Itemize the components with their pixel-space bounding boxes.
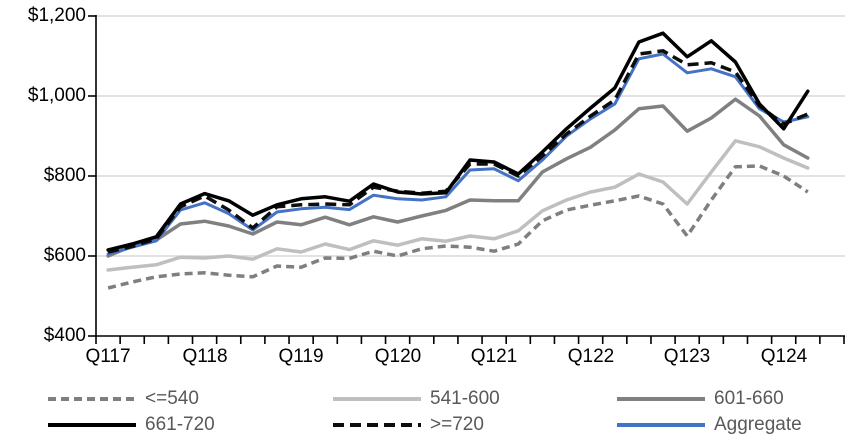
x-axis-tick-label: Q124: [760, 346, 808, 367]
x-axis-tick-label: Q121: [470, 346, 518, 367]
y-axis-tick-label: $1,000: [27, 85, 86, 106]
y-axis-tick-label: $1,200: [27, 5, 86, 26]
legend-item-541-600: 541-600: [333, 388, 500, 410]
legend-label: Aggregate: [714, 414, 802, 435]
legend-item-aggregate: Aggregate: [617, 414, 802, 436]
x-axis-tick-label: Q120: [374, 346, 422, 367]
legend-label: 601-660: [714, 388, 784, 409]
legend-swatch-ge720: [333, 423, 421, 427]
legend-label: >=720: [430, 414, 484, 435]
y-axis-tick-label: $400: [43, 325, 86, 346]
legend-label: <=540: [145, 388, 199, 409]
legend-item-ge720: >=720: [333, 414, 484, 436]
y-axis-tick-label: $800: [43, 165, 86, 186]
x-axis-tick-label: Q119: [278, 346, 324, 367]
legend-swatch-le540: [48, 397, 136, 401]
series-line-661-720: [106, 31, 810, 252]
legend-item-601-660: 601-660: [617, 388, 784, 410]
x-axis-tick-label: Q122: [567, 346, 615, 367]
series-line--540: [107, 164, 809, 290]
legend-item-le540: <=540: [48, 388, 199, 410]
legend-label: 661-720: [145, 414, 215, 435]
series-line-601-660: [106, 97, 810, 258]
legend-label: 541-600: [430, 388, 500, 409]
legend-swatch-661-720: [48, 423, 136, 427]
legend-swatch-541-600: [333, 397, 421, 401]
legend-item-661-720: 661-720: [48, 414, 215, 436]
y-axis-tick-label: $600: [43, 245, 86, 266]
x-axis-tick-label: Q118: [182, 346, 228, 367]
series-line-aggregate: [106, 52, 810, 256]
series-line-541-600: [106, 139, 810, 272]
x-axis-tick-label: Q123: [663, 346, 711, 367]
legend-swatch-aggregate: [617, 423, 705, 427]
legend-swatch-601-660: [617, 397, 705, 401]
x-axis-tick-label: Q117: [85, 346, 131, 367]
